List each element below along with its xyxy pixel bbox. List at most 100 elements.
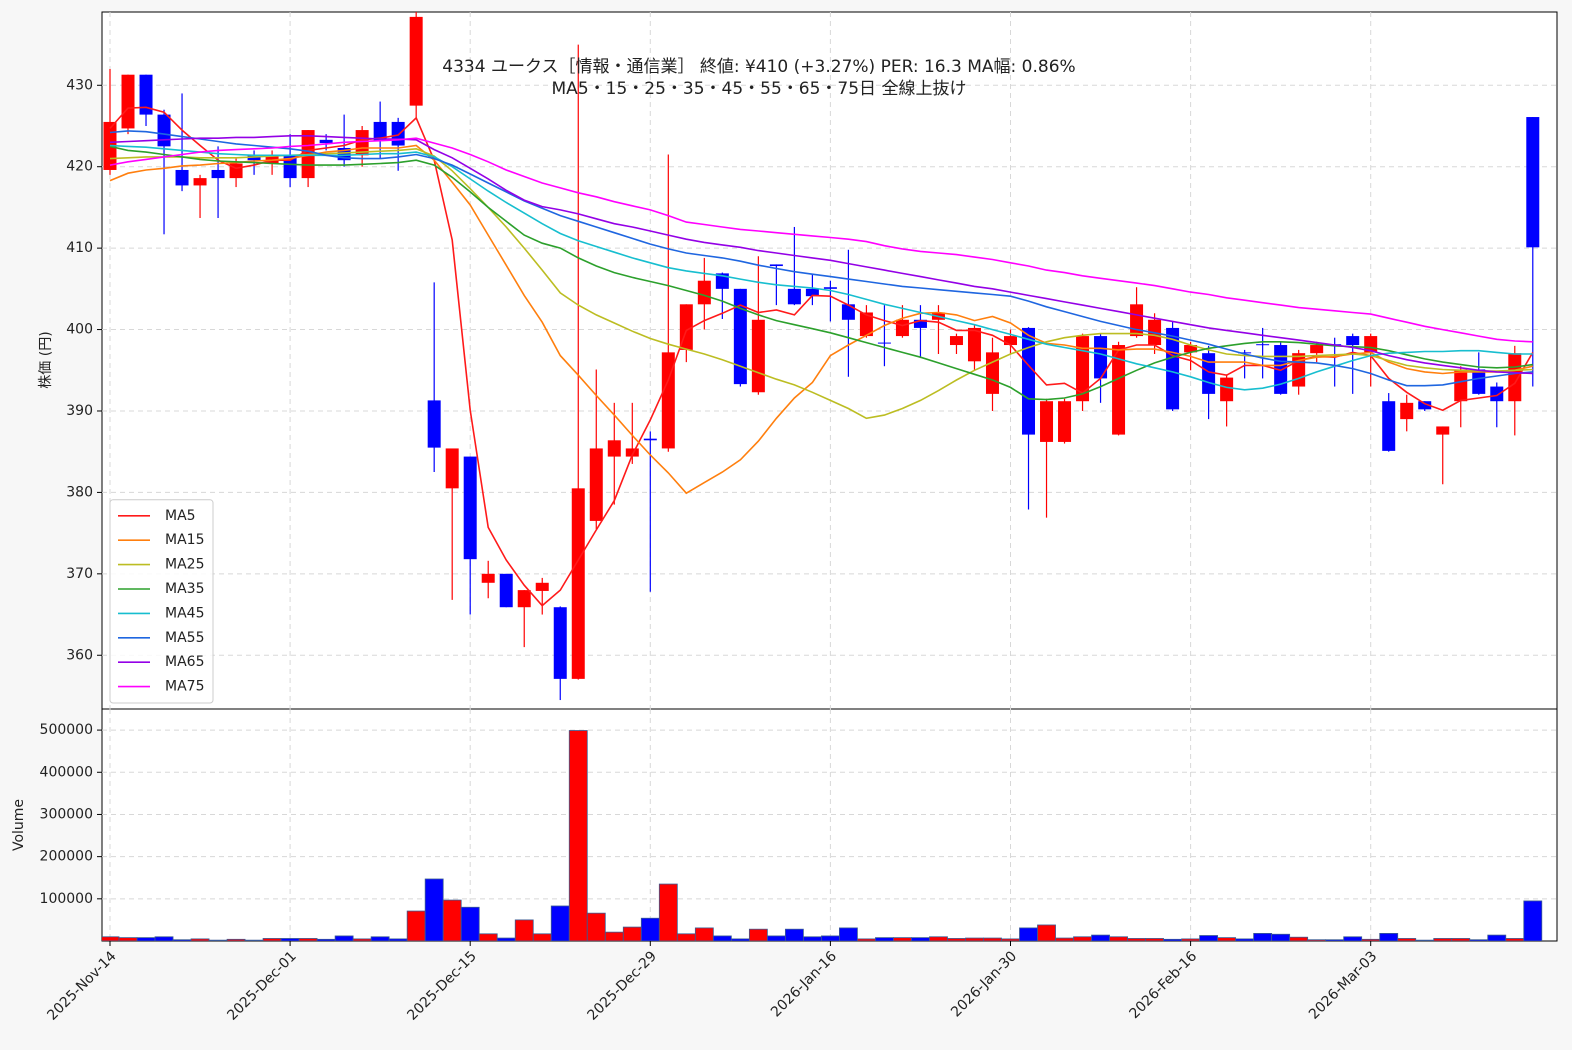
candle-body bbox=[247, 155, 261, 161]
candle-body bbox=[319, 139, 333, 144]
volume-bar bbox=[370, 936, 390, 941]
volume-bar bbox=[640, 917, 660, 941]
candle-body bbox=[175, 169, 189, 186]
volume-bar bbox=[1433, 938, 1453, 941]
volume-bar bbox=[911, 937, 930, 941]
volume-bar bbox=[1469, 939, 1489, 941]
volume-bar bbox=[1073, 936, 1092, 941]
volume-bar bbox=[1325, 939, 1345, 941]
candle-body bbox=[985, 352, 999, 394]
volume-bar bbox=[1127, 938, 1146, 941]
volume-bar bbox=[1217, 937, 1237, 941]
candle-body bbox=[841, 304, 855, 320]
volume-bar bbox=[226, 938, 246, 941]
volume-bar bbox=[784, 928, 804, 941]
volume-bar bbox=[1199, 935, 1219, 941]
candle-body bbox=[409, 16, 423, 106]
candle-body bbox=[1418, 401, 1432, 410]
candle-body bbox=[1508, 353, 1522, 402]
candle-body bbox=[589, 448, 603, 521]
volume-bar bbox=[839, 927, 858, 941]
candle-body bbox=[661, 352, 675, 449]
x-tick-label: 2025-Dec-01 bbox=[224, 948, 299, 1023]
candle-body bbox=[1400, 402, 1414, 420]
candle-body bbox=[895, 319, 909, 337]
candle-body bbox=[373, 121, 387, 141]
volume-bar bbox=[1253, 933, 1273, 941]
candle-body bbox=[697, 280, 711, 305]
candle-body bbox=[391, 121, 405, 146]
volume-bar bbox=[766, 935, 786, 941]
candle-body bbox=[1490, 386, 1504, 402]
volume-bar bbox=[1001, 938, 1020, 941]
candle-body bbox=[1004, 336, 1018, 346]
volume-bar bbox=[1505, 938, 1525, 941]
y-tick-label: 360 bbox=[66, 647, 93, 663]
volume-bar bbox=[983, 937, 1002, 941]
volume-bar bbox=[1037, 924, 1056, 941]
volume-bar bbox=[118, 937, 138, 941]
volume-bar bbox=[1379, 933, 1399, 941]
candle-body bbox=[157, 114, 171, 147]
volume-bar bbox=[730, 938, 750, 941]
chart-subtitle: MA5・15・25・35・45・55・65・75日 全線上抜け bbox=[552, 79, 967, 99]
candle-body bbox=[859, 312, 873, 337]
y-tick-label: 430 bbox=[66, 77, 93, 93]
candle-body bbox=[1310, 345, 1324, 354]
y-tick-label: 410 bbox=[66, 240, 93, 256]
candle-body bbox=[571, 488, 585, 679]
candle-body bbox=[1040, 401, 1054, 442]
volume-bar bbox=[1235, 938, 1255, 941]
volume-axis-label: Volume bbox=[11, 799, 27, 851]
candle-body bbox=[949, 336, 963, 346]
volume-bar bbox=[1271, 933, 1291, 941]
candle-body bbox=[1166, 327, 1180, 410]
volume-bar bbox=[460, 906, 480, 941]
ma-line bbox=[109, 130, 1533, 387]
candle-body bbox=[769, 264, 783, 267]
candle-body bbox=[535, 582, 549, 591]
volume-bar bbox=[244, 939, 264, 941]
volume-bar bbox=[604, 931, 624, 941]
y-axis-label: 株価 (円) bbox=[38, 331, 54, 388]
candles bbox=[103, 12, 1540, 701]
ma-line bbox=[109, 135, 1533, 375]
candle-body bbox=[787, 288, 801, 305]
volume-bar bbox=[568, 730, 588, 941]
volume-bars bbox=[102, 730, 1543, 941]
volume-bar bbox=[1307, 939, 1327, 941]
candle-body bbox=[211, 169, 225, 179]
candle-body bbox=[427, 400, 441, 448]
volume-axes bbox=[101, 708, 1558, 942]
candle-body bbox=[1346, 336, 1360, 346]
candle-body bbox=[877, 342, 891, 344]
y-tick-label: 100000 bbox=[40, 891, 93, 907]
volume-bar bbox=[965, 937, 984, 941]
legend-label: MA15 bbox=[165, 532, 204, 548]
volume-bar bbox=[1397, 938, 1417, 941]
volume-bar bbox=[1415, 939, 1435, 941]
legend-box bbox=[109, 499, 214, 704]
candle-body bbox=[1220, 377, 1234, 402]
volume-bar bbox=[208, 939, 228, 941]
volume-bar bbox=[875, 937, 894, 941]
candle-body bbox=[1436, 426, 1450, 435]
volume-bar bbox=[388, 938, 408, 941]
volume-bar bbox=[1451, 938, 1471, 941]
y-tick-label: 300000 bbox=[40, 806, 93, 822]
volume-bar bbox=[1523, 900, 1543, 941]
volume-bar bbox=[406, 910, 426, 941]
candle-body bbox=[823, 287, 837, 289]
chart-title: 4334 ユークス［情報・通信業］ 終値: ¥410 (+3.27%) PER:… bbox=[442, 57, 1075, 77]
y-tick-label: 370 bbox=[66, 566, 93, 582]
candle-body bbox=[283, 155, 297, 179]
candle-body bbox=[1238, 352, 1252, 354]
candle-body bbox=[445, 448, 459, 489]
volume-bar bbox=[172, 939, 192, 941]
candle-body bbox=[715, 273, 729, 289]
volume-bar bbox=[658, 883, 678, 941]
candle-body bbox=[1382, 401, 1396, 451]
volume-bar bbox=[334, 935, 354, 941]
volume-bar bbox=[190, 938, 210, 941]
ma-line bbox=[109, 137, 1533, 343]
